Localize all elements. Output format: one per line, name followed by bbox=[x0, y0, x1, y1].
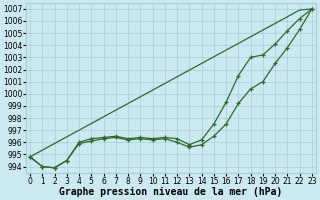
X-axis label: Graphe pression niveau de la mer (hPa): Graphe pression niveau de la mer (hPa) bbox=[59, 187, 283, 197]
